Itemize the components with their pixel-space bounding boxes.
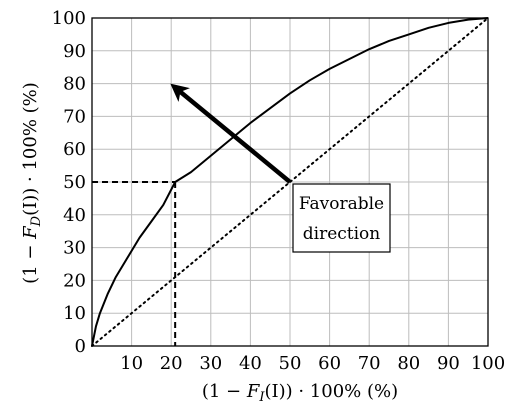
- x-axis-label-subscript: I: [258, 390, 265, 405]
- x-tick-label: 30: [199, 353, 222, 374]
- y-tick-label: 30: [63, 238, 86, 259]
- y-tick-label: 40: [63, 205, 86, 226]
- annotation-line-1: Favorable: [299, 194, 384, 214]
- y-tick-label: 0: [75, 336, 86, 357]
- y-tick-label: 90: [63, 41, 86, 62]
- annotation-line-2: direction: [303, 224, 381, 244]
- y-tick-label: 20: [63, 270, 86, 291]
- y-tick-label: 50: [63, 172, 86, 193]
- y-tick-label: 80: [63, 74, 86, 95]
- x-tick-label: 10: [120, 353, 143, 374]
- x-tick-label: 80: [397, 353, 420, 374]
- y-axis-label-symbol: F: [20, 225, 41, 240]
- x-axis-label-suffix: (I)) · 100% (%): [264, 381, 398, 402]
- annotation-frame: [292, 183, 391, 253]
- x-tick-label: 50: [279, 353, 302, 374]
- x-axis-label-symbol: F: [246, 381, 261, 402]
- y-tick-label: 100: [52, 8, 86, 29]
- annotation-box: Favorable direction: [292, 183, 391, 253]
- favorable-direction-arrow: [170, 83, 292, 184]
- arrow-line: [170, 83, 292, 184]
- roc-curve-line: [91, 17, 489, 347]
- x-tick-label: 100: [471, 353, 505, 374]
- plot-frame: [91, 17, 489, 347]
- x-tick-label: 40: [239, 353, 262, 374]
- x-tick-label: 20: [160, 353, 183, 374]
- y-axis-label-suffix: (I)) · 100% (%): [20, 82, 41, 216]
- x-tick-label: 70: [358, 353, 381, 374]
- dashed-reference-lines: [92, 181, 177, 346]
- roc-curve: [91, 17, 489, 347]
- x-tick-labels: 10 20 30 40 50 60 70 80 90 100: [120, 353, 505, 374]
- y-tick-label: 70: [63, 106, 86, 127]
- x-axis-label: (1 − FI(I)) · 100% (%): [202, 381, 398, 405]
- y-axis-label: (1 − FD(I)) · 100% (%): [20, 82, 44, 284]
- x-tick-label: 90: [437, 353, 460, 374]
- x-tick-label: 60: [318, 353, 341, 374]
- y-axis-label-prefix: (1 −: [20, 239, 41, 284]
- y-tick-label: 10: [63, 303, 86, 324]
- y-tick-label: 60: [63, 139, 86, 160]
- y-tick-labels: 0 10 20 30 40 50 60 70 80 90 100: [52, 8, 86, 357]
- x-axis-label-prefix: (1 −: [202, 381, 247, 402]
- y-axis-label-subscript: D: [29, 215, 44, 227]
